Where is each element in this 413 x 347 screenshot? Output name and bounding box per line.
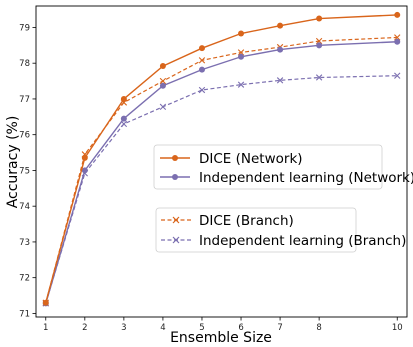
y-tick-label: 74 bbox=[19, 202, 30, 212]
x-tick-label: 10 bbox=[392, 323, 403, 333]
data-point bbox=[198, 66, 205, 73]
y-tick-label: 77 bbox=[19, 95, 30, 105]
data-point bbox=[120, 115, 127, 122]
y-tick-label: 75 bbox=[19, 166, 30, 176]
x-tick-label: 3 bbox=[121, 323, 126, 333]
data-point bbox=[237, 81, 245, 88]
x-tick-label: 4 bbox=[160, 323, 165, 333]
legend-marker-independent-branch bbox=[172, 236, 180, 244]
data-point bbox=[159, 103, 167, 110]
data-point bbox=[315, 37, 323, 45]
data-point bbox=[237, 49, 245, 56]
legend-network: DICE (Network) Independent learning (Net… bbox=[153, 144, 413, 190]
legend-network-frame bbox=[153, 144, 383, 190]
y-tick-label: 72 bbox=[19, 274, 30, 284]
legend-branch: DICE (Branch) Independent learning (Bran… bbox=[155, 207, 406, 253]
data-point bbox=[394, 11, 401, 18]
x-axis-label: Ensemble Size bbox=[170, 330, 272, 346]
data-point bbox=[159, 63, 166, 70]
x-tick-label: 7 bbox=[277, 323, 282, 333]
data-point bbox=[394, 72, 401, 79]
data-point bbox=[316, 42, 323, 49]
data-point bbox=[315, 74, 323, 81]
data-point bbox=[159, 82, 166, 89]
data-point bbox=[198, 86, 206, 94]
data-point bbox=[277, 22, 284, 29]
x-tick-label: 2 bbox=[82, 323, 87, 333]
y-tick-label: 76 bbox=[19, 131, 30, 141]
data-point bbox=[120, 95, 127, 102]
data-point bbox=[394, 38, 401, 45]
data-point bbox=[42, 299, 49, 306]
data-point bbox=[198, 57, 206, 64]
x-tick-label: 1 bbox=[43, 323, 48, 333]
legend-marker-dice-network bbox=[172, 155, 178, 161]
y-tick-label: 78 bbox=[19, 59, 30, 69]
legend-branch-frame bbox=[155, 207, 357, 253]
y-tick-label: 71 bbox=[19, 309, 30, 319]
legend-label-dice-network: DICE (Network) bbox=[199, 151, 303, 167]
legend-marker-dice-branch bbox=[172, 216, 180, 224]
series-line-independent-learning-branch bbox=[45, 75, 398, 304]
data-point bbox=[159, 77, 167, 85]
data-point bbox=[276, 77, 284, 84]
legend-label-independent-network: Independent learning (Network) bbox=[199, 170, 413, 186]
data-point bbox=[277, 46, 284, 53]
data-point bbox=[198, 45, 205, 52]
y-tick-label: 73 bbox=[19, 238, 30, 248]
data-point bbox=[394, 34, 401, 41]
x-tick-label: 8 bbox=[316, 323, 321, 333]
legend-label-independent-branch: Independent learning (Branch) bbox=[199, 233, 406, 249]
data-point bbox=[81, 167, 88, 174]
legend-marker-independent-network bbox=[172, 174, 178, 180]
data-point bbox=[238, 53, 245, 60]
x-tick-label: 5 bbox=[199, 323, 204, 333]
data-point bbox=[238, 30, 245, 37]
legend-label-dice-branch: DICE (Branch) bbox=[199, 213, 294, 229]
y-axis-label: Accuracy (%) bbox=[5, 116, 21, 209]
y-axis-ticks: 71 72 73 74 75 76 77 78 79 bbox=[19, 23, 36, 319]
series-layer bbox=[42, 11, 401, 307]
y-tick-label: 79 bbox=[19, 23, 30, 33]
series-dice-network bbox=[42, 11, 401, 306]
x-tick-label: 6 bbox=[238, 323, 243, 333]
x-axis-ticks: 1 2 3 4 5 6 7 8 10 bbox=[43, 317, 403, 333]
data-point bbox=[81, 154, 88, 161]
data-point bbox=[316, 15, 323, 22]
